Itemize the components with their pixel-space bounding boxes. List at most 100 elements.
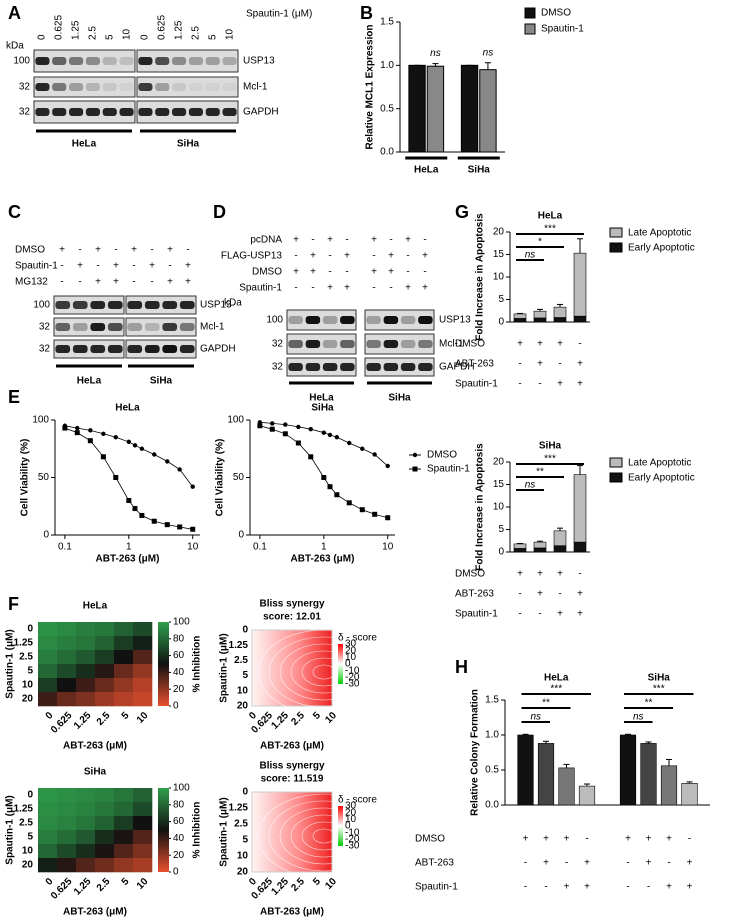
heat-cell xyxy=(133,788,153,803)
mark-label: - xyxy=(78,245,81,256)
condition-mark: - xyxy=(544,882,547,893)
chart-title: SiHa xyxy=(539,441,562,452)
mark-label: - xyxy=(406,251,409,262)
band xyxy=(52,108,67,116)
x-tick-label: 2.5 xyxy=(289,710,307,728)
blot xyxy=(33,49,136,73)
condition-mark: + xyxy=(584,882,590,893)
y-axis-label: Fold Increase in Apoptosis xyxy=(475,443,486,571)
band xyxy=(69,57,84,65)
y-axis-label: Cell Viability (%) xyxy=(20,439,31,517)
significance-label: * xyxy=(538,237,542,248)
annotation: ns xyxy=(483,47,494,58)
marker xyxy=(346,500,352,506)
y-tick-label: 100 xyxy=(32,415,49,426)
x-tick-label: 1.25 xyxy=(72,710,94,732)
blot xyxy=(286,333,357,355)
legend-label: Late Apoptotic xyxy=(628,458,691,469)
protein-label: USP13 xyxy=(439,315,471,326)
marker xyxy=(190,526,196,532)
y-tick-label: 1.0 xyxy=(380,60,394,71)
legend-swatch xyxy=(609,227,623,238)
band xyxy=(322,363,338,371)
blot xyxy=(53,339,125,359)
error-bar xyxy=(666,759,672,766)
mark-label: - xyxy=(186,245,189,256)
marker xyxy=(308,427,313,432)
mark-label: + xyxy=(388,267,394,278)
y-tick-label: 5 xyxy=(242,670,248,681)
band xyxy=(127,345,143,353)
error-bar xyxy=(563,763,570,768)
y-axis-label: Relative Colony Formation xyxy=(470,689,481,816)
heat-cell xyxy=(95,622,115,637)
band xyxy=(85,83,100,91)
condition-mark: + xyxy=(557,379,563,390)
bar-segment xyxy=(573,474,587,543)
band xyxy=(418,340,433,348)
marker xyxy=(87,438,93,444)
group-title: SiHa xyxy=(648,673,671,684)
contour xyxy=(290,814,358,858)
band xyxy=(119,57,134,65)
contour xyxy=(279,807,369,865)
bliss-scale-label: δ - score xyxy=(338,795,377,806)
contour xyxy=(257,629,391,715)
marker xyxy=(139,446,145,451)
lane-label: 2.5 xyxy=(88,26,99,40)
blot xyxy=(364,333,435,355)
heat-cell xyxy=(95,858,115,873)
lane-label: 0 xyxy=(140,34,151,40)
bar-segment xyxy=(513,318,527,323)
mark-label: + xyxy=(77,261,83,272)
condition-mark: + xyxy=(646,834,652,845)
y-tick-label: 5 xyxy=(242,835,248,846)
lane-label: 1.25 xyxy=(174,20,185,40)
bliss-scale-tick: 10 xyxy=(345,652,357,663)
colorbar-tick-label: 100 xyxy=(173,783,190,794)
y-tick-label: 0 xyxy=(498,547,504,558)
marker xyxy=(321,475,327,480)
x-axis-label: ABT-263 (μM) xyxy=(96,554,160,565)
mark-label: - xyxy=(389,283,392,294)
bliss-scale-tick: 30 xyxy=(345,639,357,650)
contour xyxy=(268,800,380,872)
marker-label: 100 xyxy=(13,56,30,67)
bliss-title: Bliss synergy xyxy=(259,599,324,610)
protein-label: Mcl-1 xyxy=(439,339,464,350)
mark-label: + xyxy=(113,277,119,288)
heat-cell xyxy=(57,692,77,707)
marker xyxy=(296,424,301,430)
heat-cell xyxy=(38,802,58,817)
mark-label: + xyxy=(371,235,377,246)
band xyxy=(172,108,187,116)
panel-label: A xyxy=(8,3,21,23)
condition-mark: + xyxy=(517,339,523,350)
mark-label: - xyxy=(78,277,81,288)
series-line xyxy=(259,425,388,519)
condition-mark: - xyxy=(538,379,541,390)
lane-label: 0.625 xyxy=(157,15,168,40)
marker xyxy=(295,440,301,446)
marker xyxy=(283,422,288,427)
band xyxy=(383,316,399,324)
significance-label: ns xyxy=(525,250,536,261)
bar xyxy=(660,765,678,806)
condition-mark: - xyxy=(558,589,561,600)
blot xyxy=(125,295,197,315)
condition-mark: + xyxy=(687,858,693,869)
heat-cell xyxy=(38,788,58,803)
blot xyxy=(136,76,239,98)
band xyxy=(383,363,399,371)
band xyxy=(72,323,88,331)
mark-label: + xyxy=(95,277,101,288)
y-tick-label: 5 xyxy=(498,294,504,305)
legend-swatch xyxy=(609,472,623,483)
heat-cell xyxy=(38,692,58,707)
x-tick-label: 1 xyxy=(321,542,327,553)
legend-swatch xyxy=(524,23,536,35)
heat-cell xyxy=(95,636,115,651)
colorbar xyxy=(158,788,169,872)
